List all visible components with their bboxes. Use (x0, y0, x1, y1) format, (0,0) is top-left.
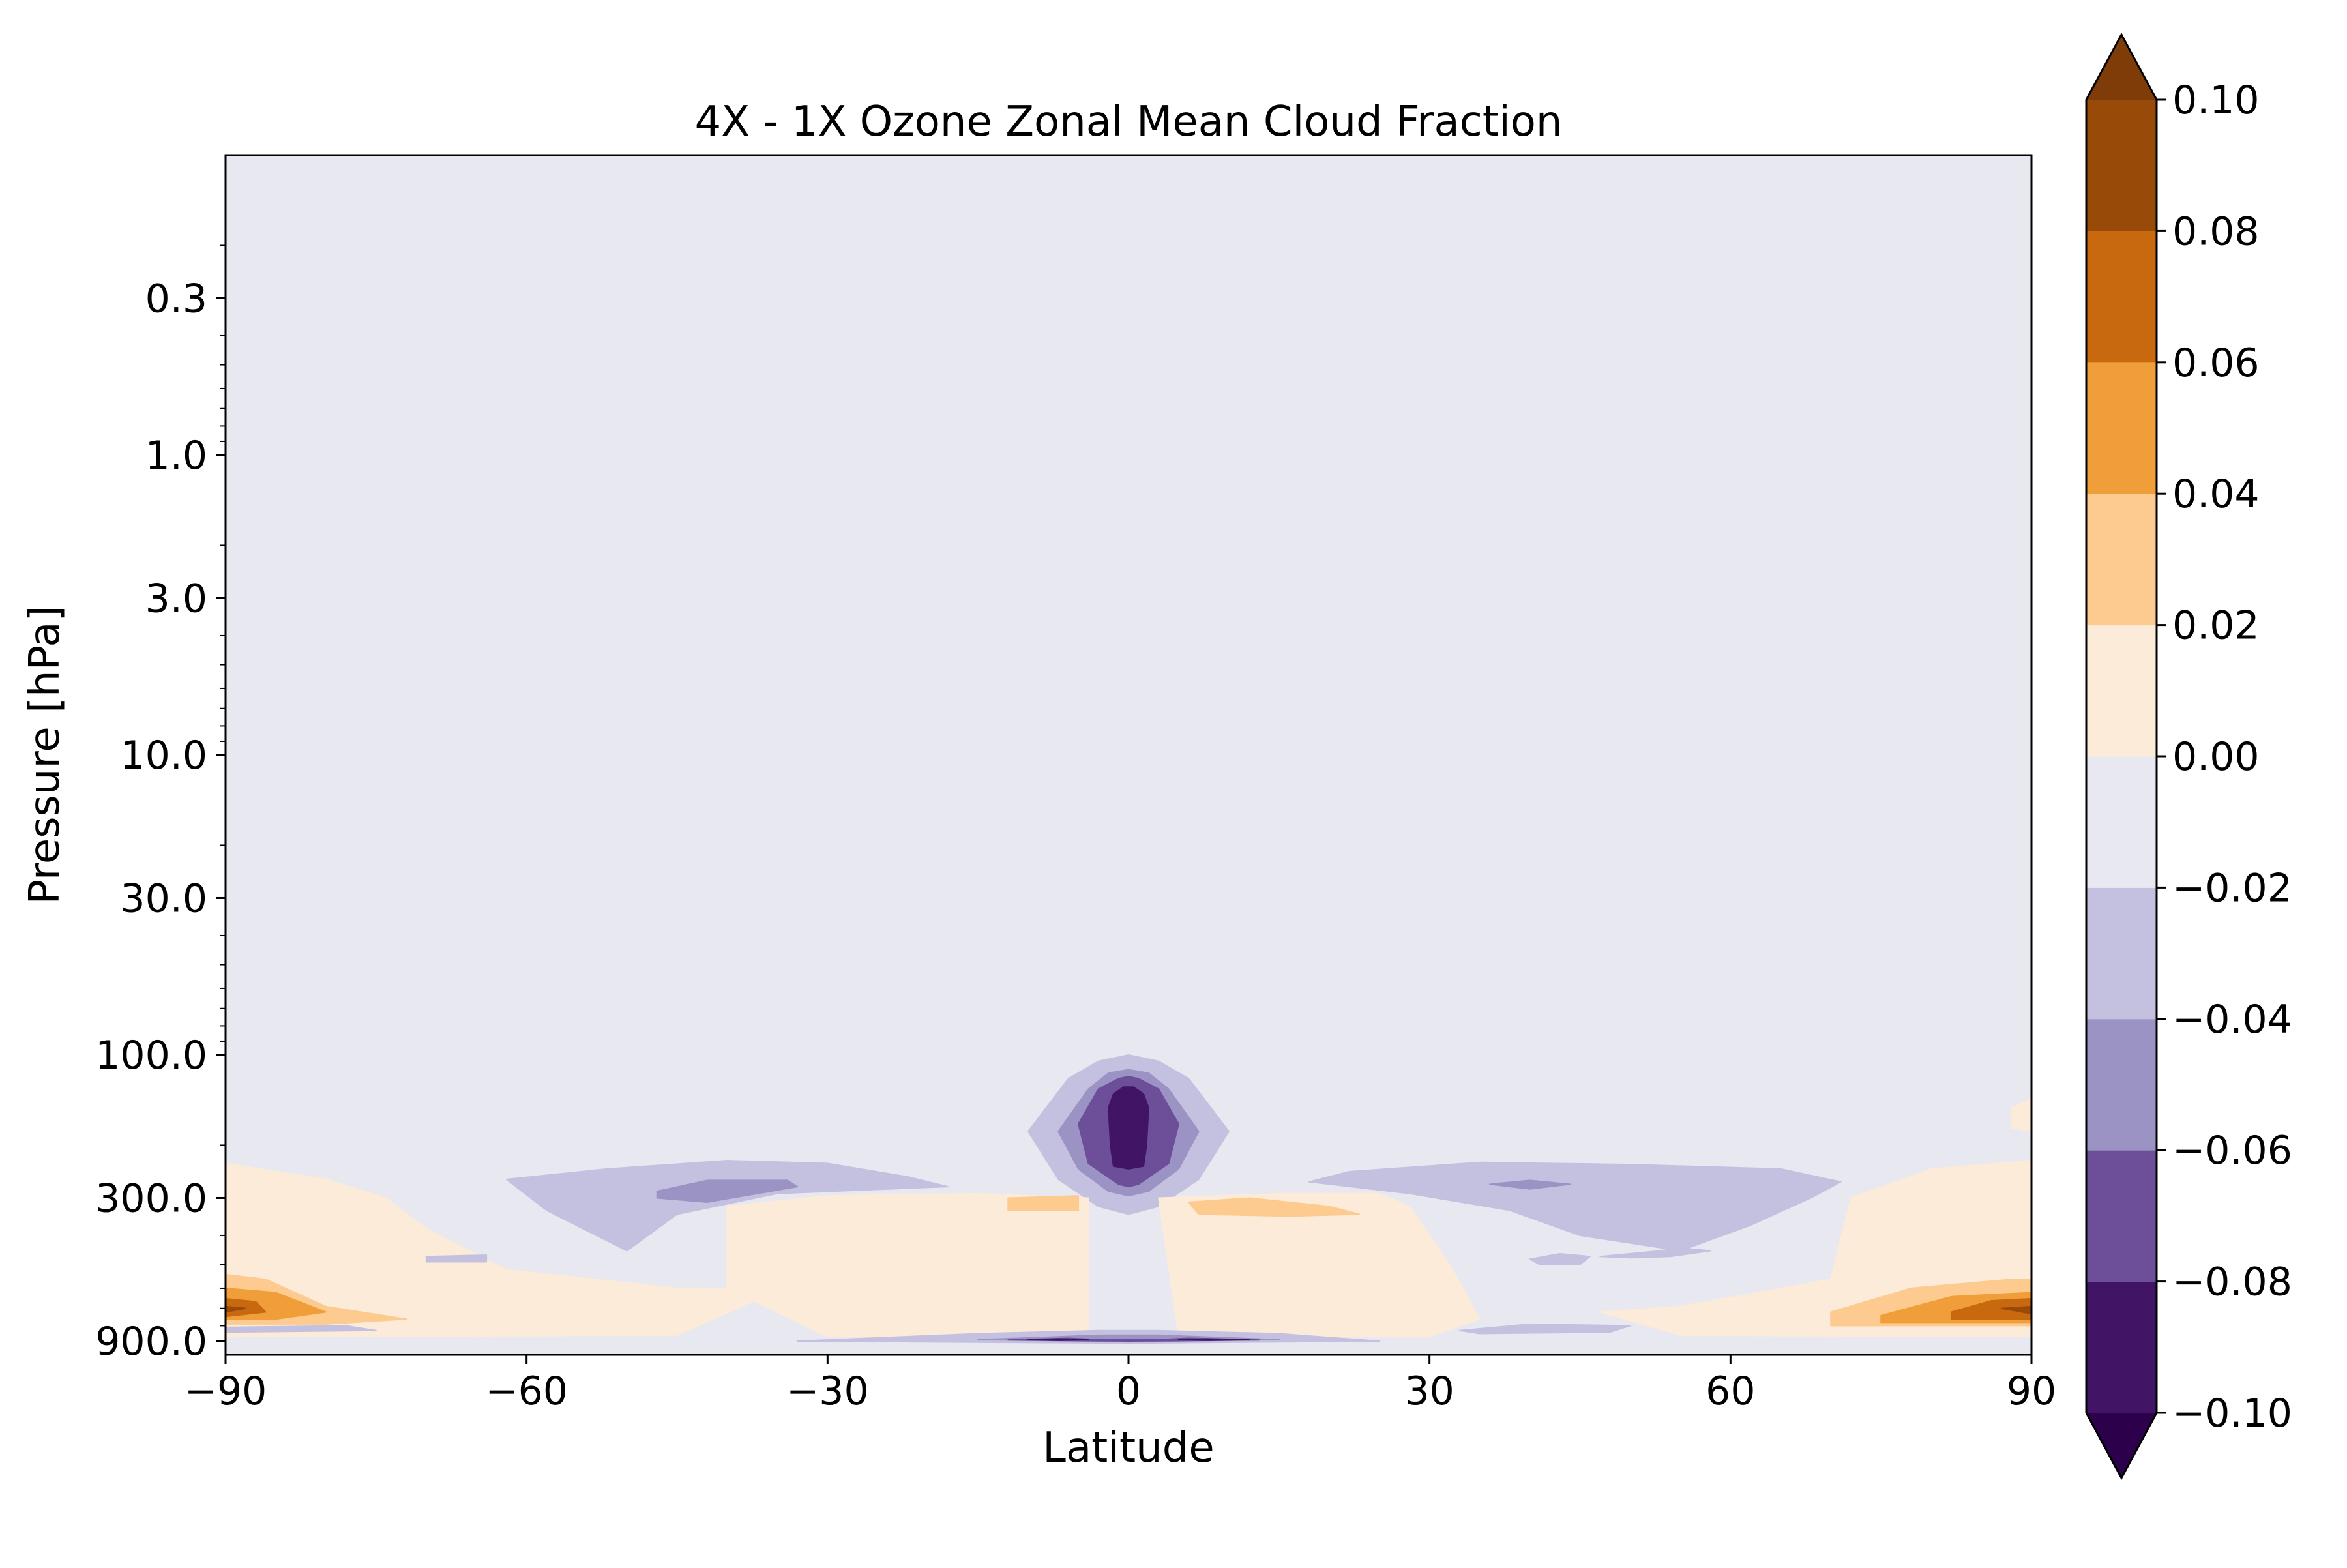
contour-region-28 (226, 1325, 377, 1333)
contour-region-20 (1950, 1297, 2031, 1320)
contour-region-8 (1489, 1179, 1571, 1190)
contour-region-7 (1308, 1161, 1842, 1252)
contour-region-26 (1027, 1338, 1089, 1341)
colorbar-tick-label: 0.06 (2172, 340, 2260, 386)
colorbar-segment (2086, 625, 2157, 757)
x-axis-label: Latitude (1042, 1424, 1214, 1472)
contour-region-22 (2000, 1305, 2031, 1315)
colorbar-tick-label: 0.02 (2172, 603, 2260, 649)
y-tick-label: 100.0 (95, 1033, 207, 1078)
colorbar-segment (2086, 230, 2157, 363)
colorbar-segment (2086, 887, 2157, 1020)
x-tick-label: −60 (485, 1368, 568, 1414)
colorbar-tick-label: −0.02 (2172, 865, 2292, 911)
y-tick-label: 3.0 (145, 576, 207, 621)
colorbar-segment (2086, 493, 2157, 626)
colorbar-tick-label: 0.10 (2172, 78, 2260, 123)
contour-region-5 (505, 1160, 949, 1252)
x-tick-label: 90 (2007, 1368, 2056, 1414)
contour-region-4 (1108, 1086, 1149, 1170)
colorbar-tick-label: −0.10 (2172, 1391, 2292, 1436)
colorbar-tick-label: 0.00 (2172, 734, 2260, 780)
y-tick-label: 300.0 (95, 1176, 207, 1221)
colorbar-segment (2086, 1018, 2157, 1151)
colorbar-tick-label: 0.08 (2172, 209, 2260, 254)
colorbar-segment (2086, 756, 2157, 888)
y-tick-label: 900.0 (95, 1319, 207, 1365)
colorbar-segment (2086, 362, 2157, 494)
x-tick-label: 0 (1116, 1368, 1141, 1414)
contour-region-33 (2011, 1098, 2031, 1132)
colorbar-segment (2086, 99, 2157, 231)
x-tick-label: 60 (1705, 1368, 1755, 1414)
x-axis: −90 −60 −30 0 30 60 90 (185, 1355, 2056, 1414)
chart-title: 4X - 1X Ozone Zonal Mean Cloud Fraction (695, 98, 1563, 146)
contour-region-10 (726, 1192, 1089, 1338)
contour-region-14 (1188, 1197, 1360, 1217)
colorbar-segment (2086, 1149, 2157, 1282)
contour-region-29 (1458, 1323, 1631, 1335)
contour-region-19 (226, 1297, 267, 1318)
colorbar-segment (2086, 1281, 2157, 1413)
x-tick-label: −90 (185, 1368, 267, 1414)
x-tick-label: −30 (786, 1368, 869, 1414)
colorbar-tick-label: −0.08 (2172, 1260, 2292, 1305)
colorbar-tick-label: −0.06 (2172, 1128, 2292, 1174)
y-axis-label: Pressure [hPa] (21, 605, 69, 904)
contour-region-21 (226, 1305, 246, 1313)
contour-region-27 (1177, 1338, 1250, 1341)
contour-region-6 (656, 1179, 799, 1203)
contour-region-30 (425, 1254, 488, 1263)
colorbar: −0.10 −0.08 −0.06 −0.04 −0.02 0.00 0.02 0.04 0.0… (2085, 32, 2292, 1481)
contour-regions (226, 1054, 2031, 1344)
colorbar-tick-label: −0.04 (2172, 997, 2292, 1043)
contour-region-13 (1007, 1195, 1080, 1211)
y-tick-label: 10.0 (120, 733, 207, 778)
contour-region-31 (1529, 1252, 1591, 1265)
y-tick-label: 1.0 (145, 433, 207, 479)
y-tick-label: 30.0 (120, 876, 207, 921)
y-tick-label: 0.3 (145, 276, 207, 321)
contour-region-32 (1599, 1247, 1711, 1259)
colorbar-extend-max (2086, 35, 2157, 100)
x-tick-label: 30 (1404, 1368, 1454, 1414)
contour-region-9 (226, 1162, 778, 1338)
y-axis: 0.3 1.0 3.0 10.0 30.0 100.0 300.0 900.0 (95, 244, 226, 1365)
colorbar-tick-label: 0.04 (2172, 471, 2260, 517)
colorbar-extend-min (2086, 1413, 2157, 1478)
